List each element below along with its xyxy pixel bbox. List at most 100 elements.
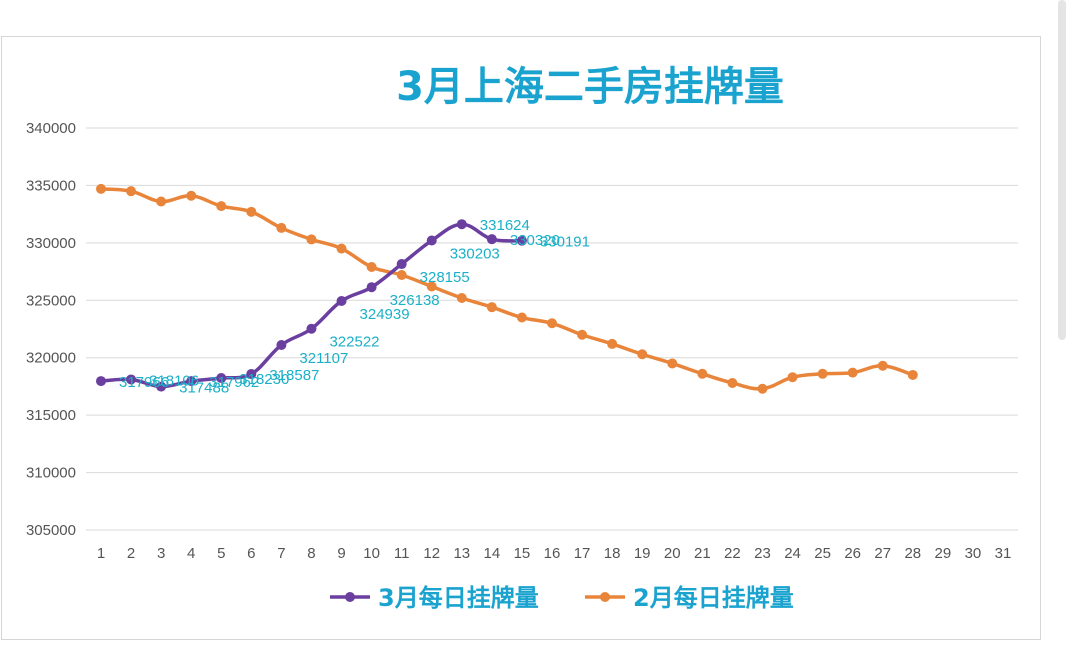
data-label: 318106 <box>149 372 199 389</box>
data-point-feb <box>456 292 467 303</box>
x-tick-label: 2 <box>127 545 135 562</box>
legend-label-mar: 3月每日挂牌量 <box>378 584 539 612</box>
data-point-feb <box>486 302 497 313</box>
data-point-feb <box>276 222 287 233</box>
x-tick-label: 28 <box>904 545 921 562</box>
x-tick-label: 14 <box>484 545 501 562</box>
data-label: 322522 <box>329 334 379 351</box>
x-tick-label: 16 <box>544 545 561 562</box>
data-point-feb <box>577 329 588 340</box>
x-tick-label: 1 <box>97 545 105 562</box>
x-tick-label: 22 <box>724 545 741 562</box>
data-label: 328155 <box>420 269 470 286</box>
x-tick-label: 9 <box>337 545 345 562</box>
series-line-feb <box>100 187 914 391</box>
data-point-mar <box>216 373 227 384</box>
data-label: 321107 <box>299 350 348 367</box>
x-tick-label: 23 <box>754 545 771 562</box>
data-point-feb <box>607 338 618 349</box>
data-point-mar <box>186 376 197 387</box>
x-tick-label: 15 <box>514 545 531 562</box>
x-tick-label: 11 <box>394 545 410 562</box>
x-tick-label: 5 <box>217 545 225 562</box>
y-tick-label: 310000 <box>26 465 76 482</box>
data-label: 331624 <box>480 217 530 234</box>
x-tick-label: 13 <box>453 545 470 562</box>
y-tick-label: 335000 <box>26 177 76 194</box>
data-point-feb <box>306 234 317 245</box>
data-point-mar <box>336 295 347 306</box>
data-point-feb <box>667 358 678 369</box>
data-point-feb <box>877 360 888 371</box>
y-tick-label: 305000 <box>26 522 76 539</box>
data-point-feb <box>246 206 257 217</box>
data-label: 318230 <box>239 371 289 388</box>
data-point-mar <box>396 259 407 270</box>
data-point-feb <box>336 243 347 254</box>
data-labels: 3179663181063174883179623182303185873211… <box>119 217 590 396</box>
x-tick-label: 7 <box>277 545 285 562</box>
series-group <box>96 183 918 394</box>
x-tick-label: 17 <box>574 545 591 562</box>
data-point-mar <box>366 282 377 293</box>
data-point-feb <box>156 196 167 207</box>
x-axis-ticks: 1 2 3 4 5 6 7 8 9 10 11 12 13 14 15 16 17 18 19 20 21 22 23 24 2… <box>97 545 1012 562</box>
y-tick-label: 325000 <box>26 292 76 309</box>
legend: 3月每日挂牌量 2月每日挂牌量 <box>330 584 794 612</box>
y-tick-label: 320000 <box>26 350 76 367</box>
data-point-mar <box>486 234 497 245</box>
data-point-mar <box>126 374 137 385</box>
data-point-feb <box>847 367 858 378</box>
data-point-mar <box>426 235 437 246</box>
x-tick-label: 3 <box>157 545 165 562</box>
data-point-mar <box>456 219 467 230</box>
data-point-mar <box>306 323 317 334</box>
legend-marker-feb <box>600 592 610 602</box>
data-label: 326138 <box>390 292 440 309</box>
data-label: 317962 <box>209 374 259 391</box>
data-point-feb <box>366 261 377 272</box>
x-tick-label: 10 <box>363 545 380 562</box>
grid-lines <box>86 127 1018 531</box>
y-tick-label: 340000 <box>26 120 76 137</box>
y-tick-label: 330000 <box>26 235 76 252</box>
x-tick-label: 25 <box>814 545 831 562</box>
data-point-feb <box>907 369 918 380</box>
x-tick-label: 24 <box>784 545 801 562</box>
data-point-mar <box>96 376 106 387</box>
x-tick-label: 29 <box>935 545 952 562</box>
chart-title: 3月上海二手房挂牌量 <box>396 64 784 110</box>
y-axis-ticks: 340000 335000 330000 325000 320000 315000 3100… <box>26 120 76 539</box>
chart-frame <box>1 36 1041 640</box>
data-point-mar <box>276 339 287 350</box>
data-point-feb <box>216 201 227 212</box>
data-point-feb <box>697 368 708 379</box>
x-tick-label: 26 <box>844 545 861 562</box>
data-point-feb <box>516 312 527 323</box>
data-point-feb <box>757 383 768 394</box>
data-label: 318587 <box>269 367 319 384</box>
data-point-feb <box>787 372 798 383</box>
x-tick-label: 19 <box>634 545 651 562</box>
data-label: 330203 <box>450 246 500 263</box>
data-point-feb <box>126 186 137 197</box>
data-point-feb <box>547 318 557 329</box>
x-tick-label: 12 <box>423 545 440 562</box>
data-point-feb <box>186 190 197 201</box>
data-point-feb <box>396 270 407 281</box>
x-tick-label: 20 <box>664 545 681 562</box>
x-tick-label: 31 <box>995 545 1012 562</box>
data-label: 317488 <box>179 380 229 397</box>
y-tick-label: 315000 <box>26 407 76 424</box>
x-tick-label: 27 <box>874 545 891 562</box>
data-label: 317966 <box>119 374 169 391</box>
data-point-feb <box>426 281 437 292</box>
data-label: 330191 <box>540 234 590 251</box>
x-tick-label: 30 <box>965 545 982 562</box>
data-point-feb <box>817 368 828 379</box>
legend-marker-mar <box>345 592 355 602</box>
data-point-mar <box>156 381 167 392</box>
data-point-mar <box>516 235 527 246</box>
vertical-scrollbar[interactable] <box>1058 0 1066 340</box>
